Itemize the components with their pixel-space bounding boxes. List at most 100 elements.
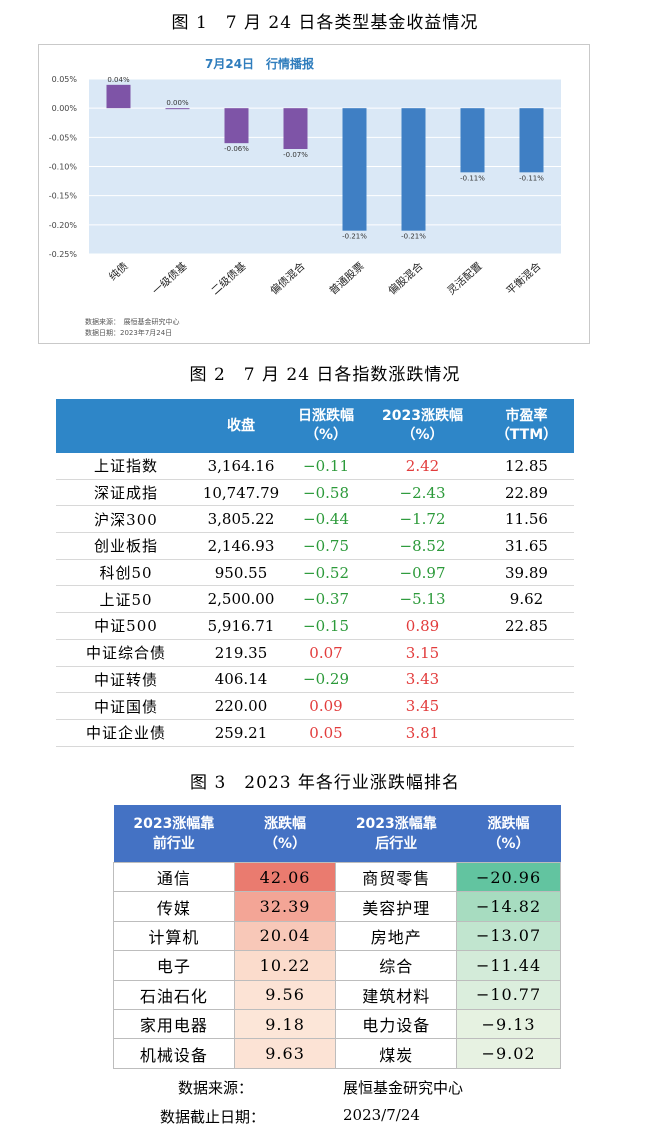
category-label: 偏债混合 <box>268 259 308 297</box>
bottom-change: −13.07 <box>456 920 561 952</box>
daily-change: 0.07 <box>286 639 366 667</box>
ytd-change: −1.72 <box>366 505 479 534</box>
bottom-industry: 建筑材料 <box>335 979 458 1010</box>
close-value: 2,146.93 <box>196 532 286 560</box>
bottom-change: −14.82 <box>456 891 561 922</box>
bottom-change: −9.02 <box>456 1038 561 1069</box>
table3-date-label: 数据截止日期： <box>160 1108 266 1126</box>
y-tick-label: -0.10% <box>49 163 78 172</box>
daily-change: −0.75 <box>286 532 366 560</box>
data-label: -0.07% <box>283 151 308 159</box>
top-change: 32.39 <box>233 891 337 922</box>
header-daily-change: 日涨跌幅 （%） <box>286 399 366 453</box>
index-name: 中证企业债 <box>56 719 196 747</box>
top-industry: 通信 <box>113 861 235 893</box>
chart-source-text: 数据来源： 展恒基金研究中心 <box>85 318 180 326</box>
bar <box>401 108 426 231</box>
table-row: 传媒 32.39 美容护理 −14.82 <box>113 891 561 922</box>
data-label: -0.21% <box>401 233 426 241</box>
table-row: 计算机 20.04 房地产 −13.07 <box>113 920 561 952</box>
ytd-change: −8.52 <box>366 532 479 560</box>
bar <box>106 84 131 109</box>
pe-ratio <box>479 666 574 694</box>
daily-change: −0.29 <box>286 666 366 694</box>
header-close: 收盘 <box>196 399 286 453</box>
ytd-change: −5.13 <box>366 585 479 614</box>
top-industry: 计算机 <box>113 920 235 952</box>
ytd-change: 3.81 <box>366 719 479 747</box>
bottom-change: −11.44 <box>456 950 561 981</box>
ytd-change: −2.43 <box>366 479 479 507</box>
y-tick-label: -0.20% <box>49 221 78 230</box>
category-label: 平衡混合 <box>504 259 544 297</box>
close-value: 406.14 <box>196 666 286 694</box>
table-header-row: 收盘 日涨跌幅 （%） 2023涨跌幅 （%） 市盈率 （TTM） <box>56 399 574 453</box>
close-value: 259.21 <box>196 719 286 747</box>
pe-ratio: 31.65 <box>479 532 574 560</box>
bottom-change: −10.77 <box>456 979 561 1010</box>
top-change: 9.56 <box>233 979 337 1010</box>
bottom-industry: 综合 <box>335 950 458 981</box>
pe-ratio: 11.56 <box>479 505 574 534</box>
table-row: 家用电器 9.18 电力设备 −9.13 <box>113 1008 561 1040</box>
close-value: 3,164.16 <box>196 453 286 480</box>
category-label: 普通股票 <box>327 260 367 298</box>
top-industry: 石油石化 <box>113 979 235 1010</box>
category-label: 纯债 <box>106 260 130 284</box>
close-value: 950.55 <box>196 559 286 587</box>
data-label: -0.11% <box>460 174 485 182</box>
category-label: 灵活配置 <box>445 260 484 297</box>
ytd-change: 0.89 <box>366 612 479 640</box>
table3-date-value: 2023/7/24 <box>343 1106 420 1124</box>
y-tick-label: 0.05% <box>52 75 78 84</box>
bottom-industry: 美容护理 <box>335 891 458 922</box>
index-name: 中证500 <box>56 612 196 640</box>
top-change: 9.63 <box>233 1038 337 1069</box>
index-name: 沪深300 <box>56 505 196 534</box>
table-row: 上证50 2,500.00 −0.37 −5.13 9.62 <box>56 585 574 614</box>
daily-change: −0.44 <box>286 505 366 534</box>
chart-title: 7月24日 行情播报 <box>205 56 314 71</box>
data-label: -0.06% <box>224 145 249 153</box>
pe-ratio: 22.85 <box>479 612 574 640</box>
table-row: 中证转债 406.14 −0.29 3.43 <box>56 666 574 694</box>
close-value: 10,747.79 <box>196 479 286 507</box>
bottom-industry: 电力设备 <box>335 1008 458 1040</box>
daily-change: −0.11 <box>286 453 366 480</box>
index-name: 科创50 <box>56 559 196 587</box>
bottom-industry: 房地产 <box>335 920 458 952</box>
close-value: 220.00 <box>196 692 286 720</box>
pe-ratio <box>479 639 574 667</box>
close-value: 5,916.71 <box>196 612 286 640</box>
ytd-change: 3.45 <box>366 692 479 720</box>
close-value: 3,805.22 <box>196 505 286 534</box>
figure-3-caption: 图 3 2023 年各行业涨跌幅排名 <box>190 773 460 793</box>
y-tick-label: 0.00% <box>52 104 78 113</box>
figure-2-caption: 图 2 7 月 24 日各指数涨跌情况 <box>189 365 461 385</box>
top-change: 9.18 <box>233 1008 337 1040</box>
table-row: 石油石化 9.56 建筑材料 −10.77 <box>113 979 561 1010</box>
bar <box>460 108 485 173</box>
close-value: 2,500.00 <box>196 585 286 614</box>
pe-ratio <box>479 719 574 747</box>
daily-change: −0.15 <box>286 612 366 640</box>
header-top-industry: 2023涨幅靠 前行业 <box>113 805 235 863</box>
pe-ratio: 9.62 <box>479 585 574 614</box>
table-row: 中证500 5,916.71 −0.15 0.89 22.85 <box>56 612 574 640</box>
table-row: 创业板指 2,146.93 −0.75 −8.52 31.65 <box>56 532 574 560</box>
y-tick-label: -0.05% <box>49 133 78 142</box>
data-label: -0.21% <box>342 233 367 241</box>
ytd-change: 3.15 <box>366 639 479 667</box>
header-ytd-change: 2023涨跌幅 （%） <box>366 399 479 453</box>
category-label: 二级债基 <box>209 259 249 297</box>
daily-change: −0.52 <box>286 559 366 587</box>
index-performance-table: 收盘 日涨跌幅 （%） 2023涨跌幅 （%） 市盈率 （TTM） 上证指数 3,… <box>56 399 574 747</box>
y-tick-label: -0.15% <box>49 192 78 201</box>
table3-source-label: 数据来源： <box>178 1079 254 1097</box>
bottom-change: −20.96 <box>456 861 561 893</box>
index-name: 中证转债 <box>56 666 196 694</box>
bar <box>519 108 544 173</box>
top-industry: 家用电器 <box>113 1008 235 1040</box>
close-value: 219.35 <box>196 639 286 667</box>
top-industry: 机械设备 <box>113 1038 235 1069</box>
